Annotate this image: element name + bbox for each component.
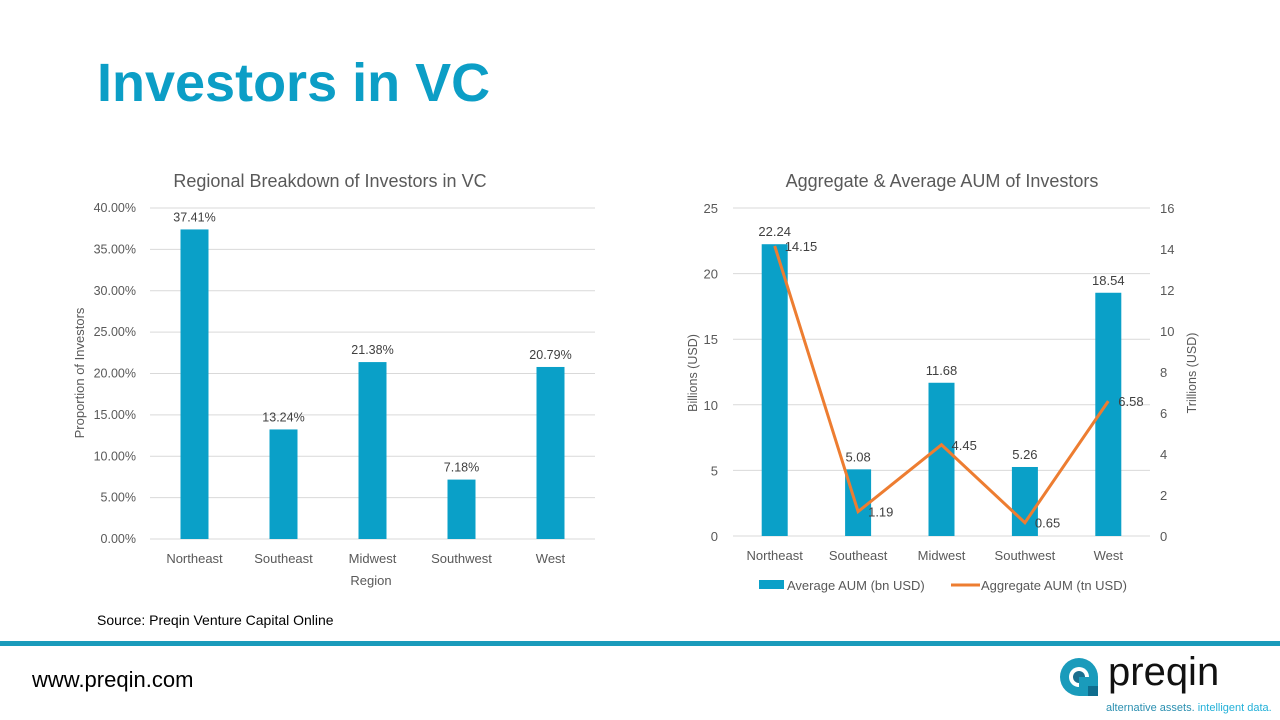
bar [761,244,788,537]
y2-tick-label: 6 [1160,406,1167,421]
y-axis-label: Billions (USD) [686,334,700,412]
y2-tick-label: 10 [1160,324,1174,339]
data-label: 21.38% [351,343,393,357]
website-url[interactable]: www.preqin.com [32,667,194,692]
x-tick-label: West [536,551,566,566]
y-tick-label: 15 [704,332,718,347]
legend-label: Aggregate AUM (tn USD) [981,578,1127,593]
x-tick-label: Northeast [747,548,804,563]
y-tick-label: 25 [704,201,718,216]
bar [536,366,565,539]
y2-tick-label: 14 [1160,242,1174,257]
y-tick-label: 10 [704,398,718,413]
preqin-logo: preqin alternative assets. intelligent d… [1058,650,1272,714]
source-note: Source: Preqin Venture Capital Online [97,612,334,628]
y-tick-label: 35.00% [94,242,136,256]
chart1-title: Regional Breakdown of Investors in VC [173,171,486,191]
slide-title: Investors in VC [97,53,491,113]
bar [447,479,476,539]
line-data-label: 6.58 [1118,394,1143,409]
y-tick-label: 0.00% [101,532,136,546]
logo-mark-icon [1060,658,1098,696]
bar-data-label: 5.26 [1012,447,1037,462]
bar-data-label: 18.54 [1092,273,1125,288]
y2-tick-label: 8 [1160,365,1167,380]
x-tick-label: Northeast [166,551,223,566]
y-tick-label: 5 [711,463,718,478]
y-tick-label: 20 [704,267,718,282]
y2-tick-label: 4 [1160,447,1167,462]
data-label: 7.18% [444,461,479,475]
data-label: 20.79% [529,348,571,362]
y-tick-label: 5.00% [101,491,136,505]
logo-tagline: alternative assets. intelligent data. [1106,702,1272,714]
logo-word: preqin [1108,650,1220,694]
charts: Regional Breakdown of Investors in VC 0.0… [72,171,1199,593]
y2-axis-label: Trillions (USD) [1185,333,1199,414]
bar [928,382,955,536]
line-data-label: 1.19 [868,505,893,520]
x-axis-label: Region [350,573,391,588]
y-tick-label: 15.00% [94,408,136,422]
bar [358,362,387,539]
y-tick-label: 30.00% [94,284,136,298]
y2-tick-label: 12 [1160,283,1174,298]
x-tick-label: Southeast [829,548,888,563]
aggregate-line [773,245,1110,525]
line-data-label: 0.65 [1035,516,1060,531]
x-tick-label: Southwest [431,551,492,566]
legend-label: Average AUM (bn USD) [787,578,925,593]
bar-data-label: 11.68 [926,363,958,378]
y-axis-label: Proportion of Investors [72,307,87,438]
bar [269,429,298,539]
x-tick-label: Midwest [918,548,966,563]
divider [0,641,1280,646]
x-tick-label: Midwest [349,551,397,566]
x-tick-label: Southwest [995,548,1056,563]
line-data-label: 4.45 [952,438,977,453]
legend-swatch-bar [759,580,784,589]
bar-data-label: 22.24 [758,224,791,239]
y2-tick-label: 2 [1160,488,1167,503]
bar [180,229,209,539]
y2-tick-label: 16 [1160,201,1174,216]
x-tick-label: West [1094,548,1124,563]
y-tick-label: 10.00% [94,449,136,463]
data-label: 13.24% [262,410,304,424]
chart2-title: Aggregate & Average AUM of Investors [786,171,1099,191]
line-data-label: 14.15 [785,239,818,254]
y-tick-label: 20.00% [94,367,136,381]
y2-tick-label: 0 [1160,529,1167,544]
y-tick-label: 0 [711,529,718,544]
bar-data-label: 5.08 [845,449,870,464]
data-label: 37.41% [173,210,215,224]
y-tick-label: 25.00% [94,325,136,339]
y-tick-label: 40.00% [94,201,136,215]
x-tick-label: Southeast [254,551,313,566]
